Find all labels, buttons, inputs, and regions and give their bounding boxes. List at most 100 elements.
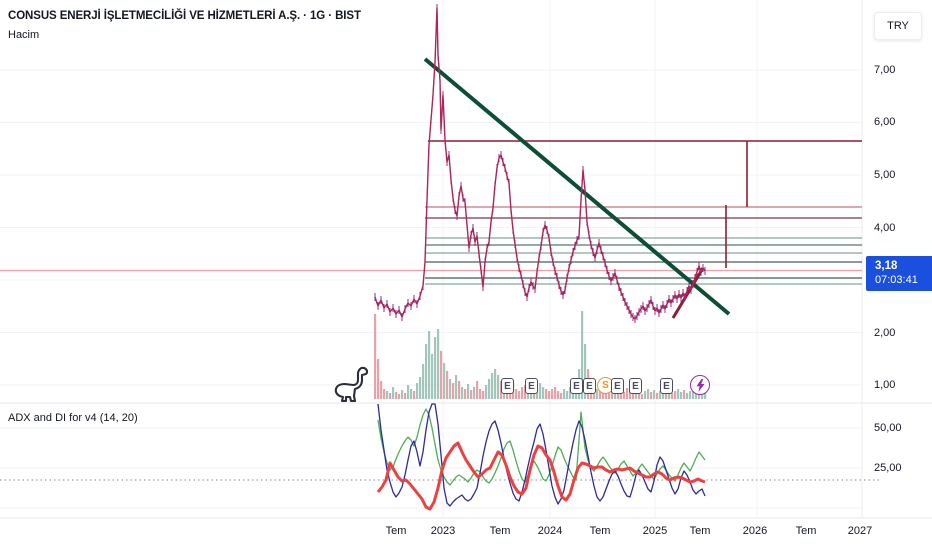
earnings-event-badge[interactable]: E <box>660 378 673 394</box>
indicator-tick-label: 50,00 <box>874 422 902 434</box>
volume-bar <box>425 344 428 399</box>
volume-bar <box>497 375 500 399</box>
symbol-title[interactable]: CONSUS ENERJİ İŞLETMECİLİĞİ VE HİZMETLER… <box>8 10 361 22</box>
volume-bar <box>572 389 575 399</box>
earnings-event-badge[interactable]: E <box>583 378 596 394</box>
volume-bar <box>530 391 533 399</box>
volume-bar <box>581 311 584 399</box>
volume-bar <box>542 387 545 399</box>
volume-bar <box>608 392 611 399</box>
volume-bar <box>407 385 410 399</box>
lightning-bolt-icon[interactable] <box>690 375 710 395</box>
volume-bar <box>632 393 635 399</box>
earnings-event-badge[interactable]: E <box>525 378 538 394</box>
volume-bar <box>467 384 470 399</box>
volume-bar <box>473 387 476 399</box>
volume-bar <box>620 390 623 399</box>
volume-bar <box>563 389 566 399</box>
volume-bar <box>413 391 416 399</box>
volume-bar <box>545 389 548 399</box>
time-tick-label: 2027 <box>847 525 873 537</box>
volume-bar <box>404 393 407 399</box>
volume-bar <box>440 351 443 399</box>
volume-bar <box>653 390 656 399</box>
last-price-badge: 3,18 07:03:41 <box>866 256 932 291</box>
di-plus-line <box>377 408 706 486</box>
volume-bar <box>680 392 683 399</box>
volume-bar <box>599 391 602 399</box>
time-tick-label: Tem <box>385 525 407 537</box>
volume-bar <box>674 391 677 399</box>
earnings-event-badge[interactable]: E <box>501 378 514 394</box>
price-tick-label: 4,00 <box>874 222 896 234</box>
volume-bar <box>659 391 662 399</box>
volume-bar <box>554 387 557 399</box>
volume-bar <box>518 391 521 399</box>
volume-bar <box>491 373 494 399</box>
volume-bar <box>476 381 479 399</box>
volume-bar <box>665 392 668 399</box>
time-tick-label: Tem <box>589 525 611 537</box>
symbol-header: CONSUS ENERJİ İŞLETMECİLİĞİ VE HİZMETLER… <box>8 10 361 41</box>
volume-bar <box>566 391 569 399</box>
volume-bar <box>506 389 509 399</box>
time-tick-label: 2026 <box>742 525 768 537</box>
volume-bar <box>629 391 632 399</box>
volume-bar <box>464 389 467 399</box>
adx-indicator-label[interactable]: ADX and DI for v4 (14, 20) <box>8 412 138 424</box>
volume-bar <box>617 393 620 399</box>
volume-bar <box>683 390 686 399</box>
price-tick-label: 6,00 <box>874 116 896 128</box>
volume-bar <box>479 389 482 399</box>
volume-bar <box>557 391 560 399</box>
descending-trendline <box>423 57 731 316</box>
volume-bar <box>443 363 446 399</box>
volume-bar <box>485 385 488 399</box>
volume-bar <box>431 354 434 399</box>
earnings-event-badge[interactable]: E <box>629 378 642 394</box>
volume-bar <box>416 383 419 399</box>
time-tick-label: 2024 <box>537 525 563 537</box>
volume-bar <box>704 392 707 399</box>
volume-bar <box>635 390 638 399</box>
volume-bar <box>401 390 404 399</box>
time-tick-label: 2023 <box>430 525 456 537</box>
volume-indicator-label[interactable]: Hacim <box>8 29 40 41</box>
time-tick-label: Tem <box>489 525 511 537</box>
volume-bar <box>656 393 659 399</box>
volume-bar <box>605 390 608 399</box>
volume-bar <box>380 381 383 399</box>
volume-bar <box>560 393 563 399</box>
volume-bar <box>662 389 665 399</box>
currency-toggle-button[interactable]: TRY <box>874 12 922 40</box>
volume-bar <box>689 391 692 399</box>
volume-bar <box>455 375 458 399</box>
bar-close-countdown: 07:03:41 <box>875 274 918 286</box>
volume-bar <box>596 389 599 399</box>
volume-bar <box>386 391 389 399</box>
volume-bar <box>494 369 497 399</box>
volume-bar <box>434 337 437 399</box>
indicator-tick-label: 25,00 <box>874 462 902 474</box>
price-tick-label: 2,00 <box>874 327 896 339</box>
volume-bar <box>383 389 386 399</box>
earnings-event-badge[interactable]: E <box>611 378 624 394</box>
volume-bar <box>611 389 614 399</box>
volume-bar <box>548 391 551 399</box>
volume-bar <box>614 391 617 399</box>
earnings-event-badge[interactable]: E <box>570 378 583 394</box>
volume-bar <box>677 389 680 399</box>
volume-bar <box>686 393 689 399</box>
time-tick-label: Tem <box>795 525 817 537</box>
short-ascending-trendline <box>671 267 705 319</box>
volume-bar <box>641 394 644 399</box>
volume-bar <box>488 379 491 399</box>
price-series <box>374 7 706 320</box>
volume-bar <box>623 392 626 399</box>
volume-bar <box>626 388 629 399</box>
volume-bar <box>470 390 473 399</box>
price-tick-label: 7,00 <box>874 64 896 76</box>
volume-bar <box>644 391 647 399</box>
volume-bar <box>452 383 455 399</box>
